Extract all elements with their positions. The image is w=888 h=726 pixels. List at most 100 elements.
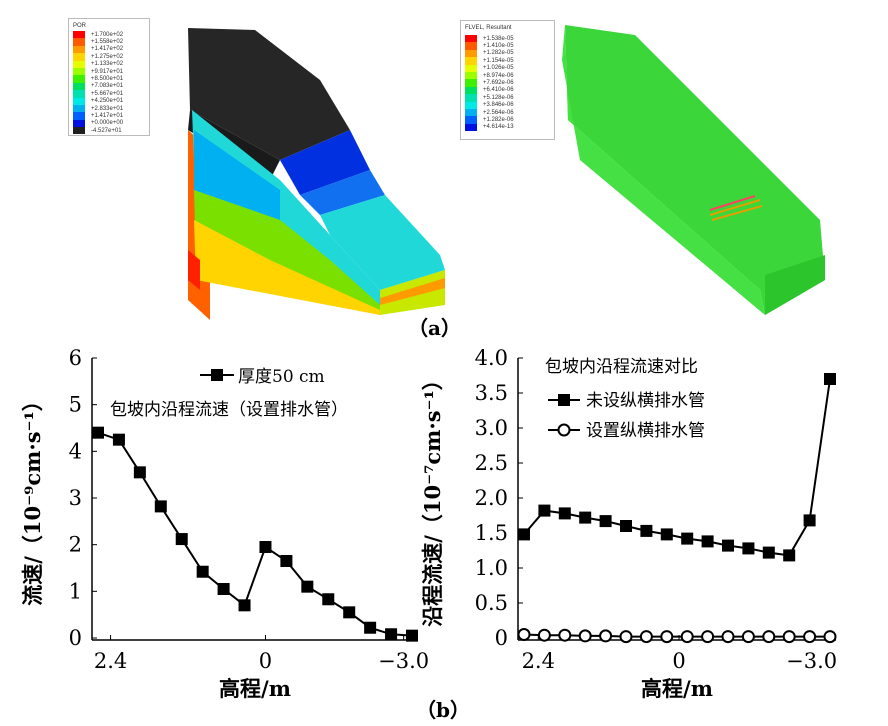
- y-tick-label: 4: [69, 439, 82, 463]
- legend-swatch: [73, 97, 85, 105]
- legend-label: +1.282e-05: [483, 50, 514, 57]
- legend-label: +6.410e-06: [483, 87, 514, 94]
- y-tick-label: 1.5: [475, 521, 508, 545]
- x-tick-label: −3.0: [378, 649, 429, 673]
- legend-label: +1.154e-05: [483, 57, 514, 64]
- data-point: [196, 565, 209, 578]
- legend-label: 厚度50 cm: [238, 367, 325, 387]
- legend-row: +1.417e+01: [73, 112, 145, 120]
- data-point: [823, 630, 837, 644]
- charts: 0 1 2 3 4 5 6 2.4 0 −3.0 高程/m 流速/（10⁻⁹cm·s⁻¹） 厚度50 c…: [20, 346, 837, 701]
- legend-swatch: [73, 119, 85, 128]
- legend-row: +1.154e-05: [465, 57, 550, 65]
- legend-swatch: [465, 71, 477, 80]
- legend-label: +5.128e-06: [483, 94, 514, 101]
- legend-label: +2.564e-06: [483, 109, 514, 116]
- legend-label: +2.833e+01: [91, 105, 124, 112]
- legend-row: +8.500e+01: [73, 75, 145, 83]
- legend-row: +8.974e-06: [465, 71, 550, 80]
- y-tick-label: 1.0: [475, 556, 508, 580]
- y-tick-label: 3.5: [475, 381, 508, 405]
- data-point: [558, 507, 571, 520]
- legend-label: +1.133e+02: [91, 61, 124, 68]
- data-point: [721, 630, 735, 644]
- legend-label: +1.282e-06: [483, 116, 514, 123]
- data-point: [783, 549, 796, 562]
- legend-label: +7.083e+01: [91, 83, 124, 90]
- legend-swatch: [465, 123, 477, 132]
- data-point: [803, 630, 817, 644]
- legend-label: -4.527e+01: [91, 127, 122, 134]
- data-point: [762, 546, 775, 559]
- legend-row: +0.000e+00: [73, 119, 145, 128]
- legend-row: +1.417e+02: [73, 45, 145, 54]
- y-axis-label: 沿程流速/（10⁻⁷cm·s⁻¹）: [420, 369, 445, 627]
- legend-label: +1.558e+02: [91, 39, 124, 46]
- legend-label: +0.000e+00: [91, 120, 124, 127]
- y-tick-label: 4.0: [475, 346, 508, 370]
- x-tick-label: −3.0: [786, 649, 837, 673]
- legend-row: +2.833e+01: [73, 104, 145, 113]
- data-point: [701, 630, 715, 644]
- data-point: [701, 535, 714, 548]
- legend-swatch: [73, 90, 85, 98]
- legend-label: +8.500e+01: [91, 76, 124, 83]
- legend-swatch: [465, 49, 477, 58]
- por-legend: POR +1.700e+02 +1.558e+02 +1.417e+02 +1.275…: [68, 18, 150, 136]
- legend-swatch: [465, 64, 477, 72]
- legend-label: +8.974e-06: [483, 72, 514, 79]
- flow-velocity-model: [562, 25, 825, 315]
- legend-row: +3.846e-06: [465, 101, 550, 109]
- data-point: [385, 628, 398, 641]
- data-point: [660, 528, 673, 541]
- series-line: [523, 633, 830, 638]
- legend-row: +5.667e+01: [73, 90, 145, 98]
- legend-row: +1.700e+02: [73, 31, 145, 39]
- data-point: [824, 373, 836, 385]
- legend-swatch: [73, 45, 85, 54]
- legend-label: 未设纵横排水管: [586, 391, 705, 411]
- legend-label: +9.917e+01: [91, 68, 124, 75]
- y-tick-label: 6: [69, 346, 82, 370]
- legend-swatch: [73, 82, 85, 91]
- series-line: [523, 378, 831, 557]
- y-tick-label: 0.5: [475, 591, 508, 615]
- legend-marker: [211, 369, 223, 381]
- flvel-legend: FLVEL, Resultant +1.538e-05 +1.410e-05 +1.…: [460, 20, 555, 140]
- legend-label: +1.417e+01: [91, 112, 124, 119]
- x-axis-label: 高程/m: [641, 676, 713, 701]
- legend-row: +7.692e-06: [465, 79, 550, 87]
- pore-pressure-model: [188, 28, 445, 320]
- legend-row: +1.558e+02: [73, 38, 145, 46]
- data-point: [681, 532, 694, 545]
- flvel-legend-title: FLVEL, Resultant: [465, 25, 512, 31]
- data-point: [620, 520, 632, 532]
- legend-swatch: [465, 116, 477, 124]
- legend-swatch: [73, 60, 85, 68]
- legend-label: +1.417e+02: [91, 46, 124, 53]
- data-point: [517, 628, 531, 641]
- y-tick-label: 2.0: [475, 486, 508, 510]
- legend-swatch: [73, 38, 85, 46]
- legend-label: +7.692e-06: [483, 80, 514, 87]
- legend-label: +1.538e-05: [483, 35, 514, 42]
- legend-swatch: [465, 42, 477, 50]
- caption-b: （b）: [416, 698, 470, 722]
- legend-swatch: [465, 86, 477, 95]
- legend-swatch: [465, 57, 477, 65]
- legend-row: +2.564e-06: [465, 108, 550, 117]
- legend-label: +4.250e+01: [91, 98, 124, 105]
- legend-swatch: [73, 112, 85, 120]
- y-tick-label: 3: [69, 486, 82, 510]
- x-tick-label: 2.4: [522, 649, 555, 673]
- y-tick-label: 5: [69, 393, 82, 417]
- data-point: [619, 630, 633, 644]
- legend-swatch: [73, 67, 85, 76]
- data-point: [537, 628, 551, 642]
- data-point: [133, 466, 146, 479]
- data-point: [742, 542, 755, 555]
- legend-row: +5.128e-06: [465, 94, 550, 102]
- legend-row: +6.410e-06: [465, 86, 550, 95]
- legend-swatch: [73, 75, 85, 83]
